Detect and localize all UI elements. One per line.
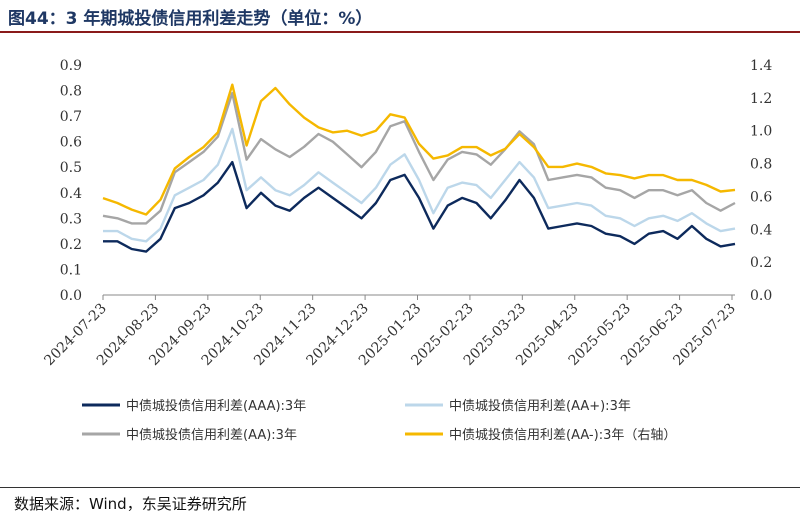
left-y-tick-label: 0.7: [60, 109, 82, 125]
right-y-tick-label: 0.2: [750, 255, 772, 271]
right-y-tick-label: 1.0: [750, 124, 772, 140]
data-source-note: 数据来源：Wind，东吴证券研究所: [14, 495, 247, 513]
legend-label-3: 中债城投债信用利差(AA):3年: [126, 427, 297, 443]
right-y-tick-label: 0.0: [750, 288, 772, 304]
legend-label-1: 中债城投债信用利差(AAA):3年: [126, 398, 306, 414]
left-y-tick-label: 0.2: [60, 237, 82, 253]
chart-axes: 0.0 0.1 0.2 0.3 0.4 0.5 0.6 0.7 0.8 0.9 0.0 0.2 0.4 0…: [41, 58, 772, 369]
left-y-tick-label: 0.1: [60, 262, 82, 278]
chart-title: 图44：3 年期城投债信用利差走势（单位：%）: [8, 9, 373, 29]
left-y-tick-label: 0.0: [60, 288, 82, 304]
right-y-tick-label: 1.2: [750, 91, 772, 107]
chart-series: [102, 83, 736, 253]
left-y-tick-label: 0.6: [60, 135, 82, 151]
legend-label-2: 中债城投债信用利差(AA+):3年: [449, 398, 631, 414]
right-y-tick-label: 0.6: [750, 189, 772, 205]
left-y-tick-label: 0.3: [60, 211, 82, 227]
right-y-tick-label: 0.4: [750, 222, 772, 238]
left-y-tick-label: 0.4: [60, 186, 82, 202]
footer-divider: [0, 487, 800, 488]
series-line-4: [102, 83, 736, 216]
left-y-tick-label: 0.9: [60, 58, 82, 74]
title-divider: [0, 31, 800, 33]
credit-spread-chart: 0.0 0.1 0.2 0.3 0.4 0.5 0.6 0.7 0.8 0.9 0.0 0.2 0.4 0…: [41, 58, 772, 443]
series-line-1: [103, 160, 736, 253]
right-y-tick-label: 1.4: [750, 58, 772, 74]
right-y-tick-label: 0.8: [750, 157, 772, 173]
series-line-3: [102, 91, 736, 225]
left-y-tick-label: 0.8: [60, 84, 82, 100]
left-y-tick-label: 0.5: [60, 160, 82, 176]
legend-label-4: 中债城投债信用利差(AA-):3年（右轴）: [449, 427, 676, 443]
chart-legend: 中债城投债信用利差(AAA):3年 中债城投债信用利差(AA+):3年中债城投债信…: [82, 398, 676, 443]
series-line-2: [103, 127, 736, 243]
